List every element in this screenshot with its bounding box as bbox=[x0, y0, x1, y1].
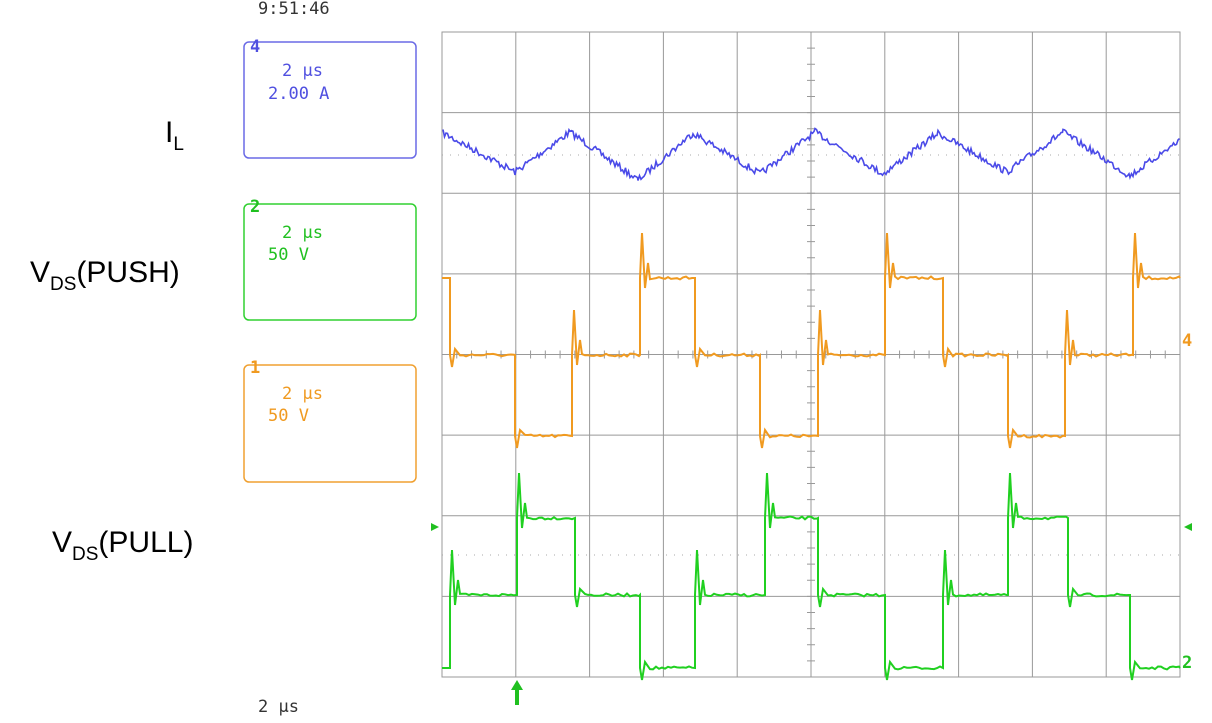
label-sub: L bbox=[173, 134, 184, 155]
timestamp: 9:51:46 bbox=[258, 0, 330, 19]
timebase: 2 µs bbox=[258, 697, 299, 717]
label-main: V bbox=[52, 526, 72, 559]
signal-label: VDS(PULL) bbox=[52, 526, 193, 565]
pull-trace bbox=[442, 472, 1181, 681]
level-marker bbox=[431, 523, 439, 531]
label-suffix: (PUSH) bbox=[76, 256, 179, 289]
level-marker bbox=[1184, 523, 1192, 531]
label-sub: DS bbox=[50, 274, 76, 295]
waveforms bbox=[442, 127, 1181, 681]
channel-number: 1 bbox=[250, 358, 260, 378]
marker: 2 bbox=[1182, 653, 1192, 673]
channel-number: 4 bbox=[250, 37, 260, 57]
channel-box bbox=[243, 364, 417, 483]
channel-scale: 50 V bbox=[268, 245, 309, 265]
signal-label: IL bbox=[165, 116, 184, 155]
channel-box bbox=[243, 203, 417, 321]
label-suffix: (PULL) bbox=[98, 526, 193, 559]
signal-label: VDS(PUSH) bbox=[30, 256, 180, 295]
marker: 4 bbox=[1182, 331, 1192, 351]
current-trace bbox=[442, 127, 1181, 181]
trigger-marker bbox=[511, 680, 523, 705]
channel-timebase: 2 µs bbox=[282, 61, 323, 81]
channel-number: 2 bbox=[250, 197, 260, 217]
channel-scale: 2.00 A bbox=[268, 84, 329, 104]
label-sub: DS bbox=[72, 544, 98, 565]
label-main: V bbox=[30, 256, 50, 289]
channel-scale: 50 V bbox=[268, 406, 309, 426]
label-main: I bbox=[165, 116, 173, 149]
channel-timebase: 2 µs bbox=[282, 384, 323, 404]
channel-timebase: 2 µs bbox=[282, 223, 323, 243]
grid bbox=[441, 31, 1181, 678]
push-trace bbox=[442, 232, 1181, 449]
channel-box bbox=[243, 41, 417, 159]
